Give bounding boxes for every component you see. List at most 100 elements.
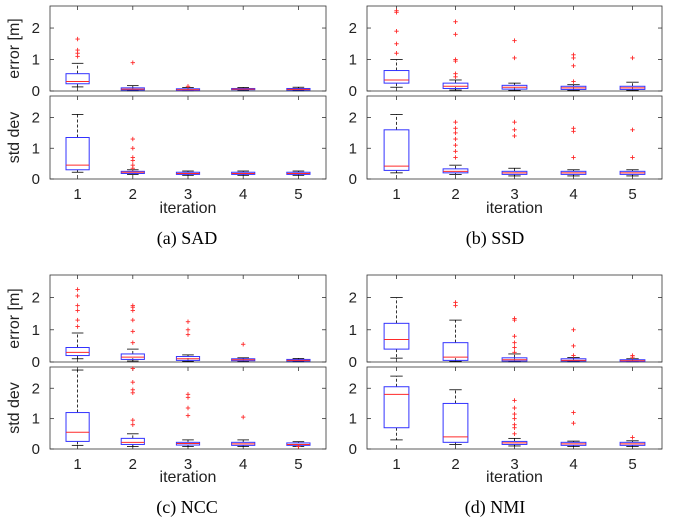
outlier-point [75, 324, 80, 329]
x-tick-label: 1 [392, 186, 400, 203]
axes-frame [49, 5, 327, 92]
y-axis-label: error [m] [6, 18, 23, 78]
outlier-point [241, 414, 246, 420]
x-tick-label: 4 [239, 456, 247, 473]
y-tick-label: 1 [32, 322, 40, 339]
outlier-point [185, 405, 191, 411]
outlier-point [296, 444, 301, 449]
outlier-point [512, 334, 517, 339]
x-tick-label: 5 [628, 186, 636, 203]
outlier-point [512, 422, 517, 427]
outlier-point [185, 319, 191, 324]
outlier-point [571, 327, 576, 332]
outlier-point [571, 52, 576, 57]
y-tick-label: 1 [349, 140, 357, 157]
outlier-point [512, 316, 517, 321]
x-axis-label: iteration [486, 469, 543, 486]
y-tick-label: 0 [32, 354, 40, 371]
y-tick-label: 1 [349, 52, 357, 69]
x-tick-label: 2 [129, 456, 137, 473]
x-axis-label: iteration [160, 469, 217, 486]
chart-dnmi: 0 1 2 0 1 2 1 2 3 4 5 iteration [349, 274, 663, 486]
chart-asad: 0 1 2 error [m] 0 1 2 std dev 1 2 3 4 5 iteration [6, 5, 327, 217]
outlier-point [571, 353, 576, 358]
box-5 [619, 55, 646, 91]
box-5 [619, 127, 646, 177]
outlier-point [630, 155, 635, 160]
y-tick-label: 1 [32, 411, 40, 428]
outlier-point [75, 36, 80, 42]
box-2 [442, 119, 469, 175]
outlier-point [75, 287, 80, 292]
outlier-point [130, 379, 135, 385]
box-3 [501, 398, 528, 447]
y-tick-label: 2 [349, 20, 357, 37]
box-1 [383, 297, 410, 359]
x-tick-label: 3 [184, 456, 192, 473]
caption-nmi: (d) NMI [464, 497, 526, 517]
x-tick-label: 1 [73, 186, 81, 203]
outlier-point [130, 329, 135, 334]
box-4 [560, 410, 587, 447]
box-1 [383, 114, 410, 174]
y-tick-label: 0 [32, 83, 40, 100]
x-tick-label: 5 [628, 456, 636, 473]
box-1 [383, 8, 410, 88]
y-tick-label: 2 [349, 110, 357, 127]
x-tick-label: 2 [451, 186, 459, 203]
outlier-point [512, 411, 517, 417]
y-tick-label: 2 [32, 110, 40, 127]
box-2 [442, 300, 469, 362]
box-2 [120, 366, 145, 447]
box-3 [175, 319, 201, 362]
y-tick-label: 2 [32, 290, 40, 307]
box-4 [231, 87, 256, 91]
axes-frame [366, 5, 663, 92]
outlier-point [185, 84, 191, 89]
x-tick-label: 2 [451, 456, 459, 473]
x-tick-label: 5 [294, 456, 302, 473]
axes-frame [49, 274, 327, 363]
y-tick-label: 1 [349, 411, 357, 428]
outlier-point [512, 340, 517, 345]
outlier-point [185, 332, 191, 337]
outlier-point [512, 119, 517, 125]
outlier-point [453, 136, 458, 142]
y-tick-label: 1 [32, 140, 40, 157]
box-3 [501, 316, 528, 363]
box-iqr [442, 402, 469, 443]
outlier-point [453, 130, 458, 136]
chart-cncc: 0 1 2 error [m] 0 1 2 std dev 1 2 3 4 5 iteration [6, 274, 327, 486]
box-5 [286, 86, 311, 92]
outlier-point [394, 41, 399, 46]
box-1 [65, 114, 90, 173]
outlier-point [75, 303, 80, 308]
box-3 [501, 119, 528, 177]
outlier-point [453, 19, 458, 24]
box-iqr [442, 342, 469, 361]
outlier-point [571, 63, 576, 69]
outlier-point [130, 340, 135, 345]
y-tick-label: 2 [349, 290, 357, 307]
y-tick-label: 2 [349, 380, 357, 397]
outlier-point [512, 55, 517, 61]
outlier-point [185, 413, 191, 418]
outlier-point [130, 136, 135, 142]
outlier-point [130, 387, 135, 392]
box-3 [501, 38, 528, 91]
box-iqr [383, 322, 410, 350]
outlier-point [453, 155, 458, 160]
outlier-point [453, 119, 458, 125]
outlier-point [130, 366, 135, 371]
box-4 [231, 414, 256, 447]
box-4 [560, 126, 587, 177]
outlier-point [512, 38, 517, 43]
outlier-point [130, 162, 135, 168]
box-2 [120, 303, 145, 362]
outlier-point [512, 127, 517, 133]
outlier-point [394, 51, 399, 56]
box-5 [619, 435, 646, 447]
y-tick-label: 0 [349, 83, 357, 100]
y-tick-label: 0 [32, 441, 40, 458]
box-iqr [65, 412, 90, 442]
